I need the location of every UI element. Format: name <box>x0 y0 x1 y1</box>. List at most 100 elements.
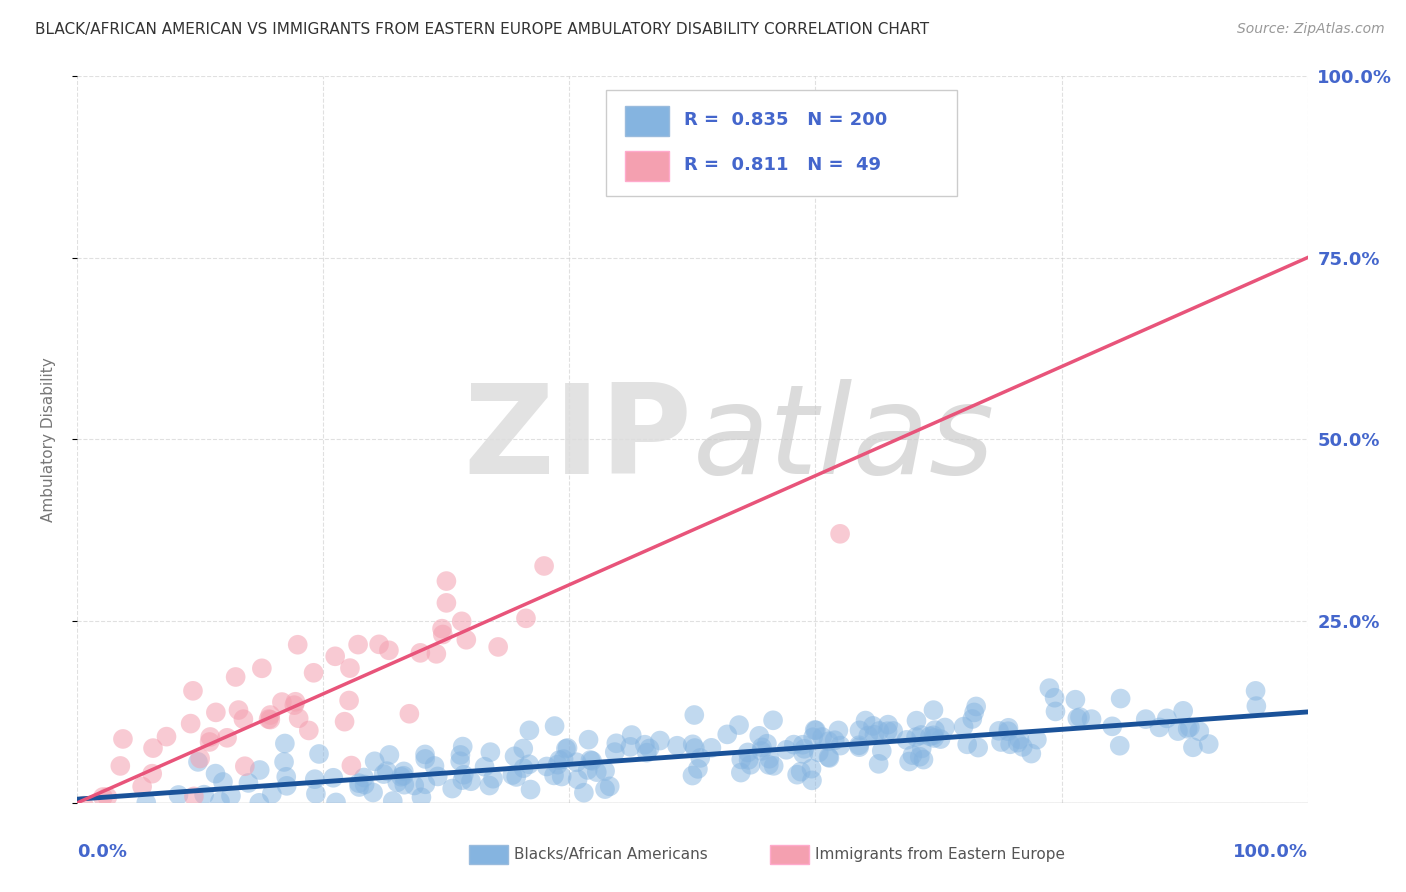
Point <box>375 764 398 779</box>
Point <box>716 727 738 741</box>
Point <box>1064 692 1087 706</box>
Point <box>441 781 464 796</box>
Point <box>110 759 132 773</box>
Point <box>585 765 607 780</box>
Point <box>381 794 404 808</box>
Point <box>922 728 945 742</box>
Point <box>758 752 780 766</box>
Point <box>912 753 935 767</box>
Point <box>208 795 231 809</box>
Point <box>1008 732 1031 747</box>
Point <box>634 738 657 752</box>
Point <box>581 754 603 768</box>
Point <box>1066 711 1088 725</box>
Point <box>378 643 401 657</box>
Point <box>257 712 280 726</box>
Point <box>740 757 762 772</box>
Point <box>863 728 886 742</box>
Point <box>922 703 945 717</box>
Point <box>855 714 877 728</box>
Point <box>997 724 1019 739</box>
Point <box>830 739 852 753</box>
Point <box>426 769 449 783</box>
Point <box>1246 699 1268 714</box>
Point <box>962 712 984 726</box>
Point <box>347 780 370 794</box>
Point <box>910 728 932 742</box>
Point <box>548 753 571 767</box>
Point <box>378 747 401 762</box>
Point <box>918 729 941 743</box>
Point <box>896 732 918 747</box>
Point <box>648 733 671 747</box>
Point <box>593 764 616 778</box>
Point <box>238 776 260 790</box>
Point <box>353 778 375 792</box>
Point <box>141 766 163 780</box>
Point <box>905 714 928 728</box>
FancyBboxPatch shape <box>468 845 508 863</box>
Point <box>298 723 321 738</box>
Point <box>638 741 661 756</box>
Point <box>436 596 458 610</box>
Point <box>901 748 924 763</box>
Point <box>215 731 238 745</box>
Point <box>963 706 986 720</box>
Point <box>325 796 347 810</box>
Point <box>519 723 541 738</box>
Point <box>183 789 205 804</box>
Point <box>934 721 956 735</box>
Point <box>337 693 360 707</box>
Point <box>96 790 118 805</box>
Point <box>250 661 273 675</box>
Point <box>801 773 824 788</box>
Point <box>956 737 979 751</box>
Point <box>827 723 849 738</box>
Point <box>1149 720 1171 734</box>
FancyBboxPatch shape <box>770 845 810 863</box>
Point <box>578 732 600 747</box>
Point <box>730 765 752 780</box>
Point <box>228 703 250 717</box>
Point <box>689 751 711 765</box>
Point <box>804 723 827 738</box>
Point <box>1080 712 1102 726</box>
Point <box>423 759 446 773</box>
Point <box>543 768 565 782</box>
Point <box>404 779 426 793</box>
Point <box>830 526 852 541</box>
Point <box>572 786 595 800</box>
Point <box>1167 724 1189 739</box>
Point <box>456 632 478 647</box>
Point <box>409 646 432 660</box>
Point <box>683 741 706 756</box>
Point <box>1178 720 1201 734</box>
Point <box>219 789 242 803</box>
Point <box>1181 740 1204 755</box>
Point <box>858 729 880 743</box>
Point <box>347 776 370 790</box>
Point <box>284 695 307 709</box>
Point <box>536 759 558 773</box>
Point <box>565 756 588 770</box>
Point <box>593 782 616 797</box>
Point <box>323 649 346 664</box>
Point <box>413 752 436 766</box>
Point <box>619 739 641 754</box>
Point <box>1156 711 1178 725</box>
Point <box>274 737 297 751</box>
Point <box>922 731 945 745</box>
Point <box>131 780 153 794</box>
Point <box>432 627 454 641</box>
Point <box>305 787 328 801</box>
Point <box>135 796 157 810</box>
Point <box>188 751 211 765</box>
Point <box>728 718 751 732</box>
Point <box>555 741 578 756</box>
Text: BLACK/AFRICAN AMERICAN VS IMMIGRANTS FROM EASTERN EUROPE AMBULATORY DISABILITY C: BLACK/AFRICAN AMERICAN VS IMMIGRANTS FRO… <box>35 22 929 37</box>
Point <box>683 708 706 723</box>
Point <box>482 772 505 786</box>
Point <box>783 738 806 752</box>
Point <box>811 730 834 744</box>
Point <box>259 713 281 727</box>
